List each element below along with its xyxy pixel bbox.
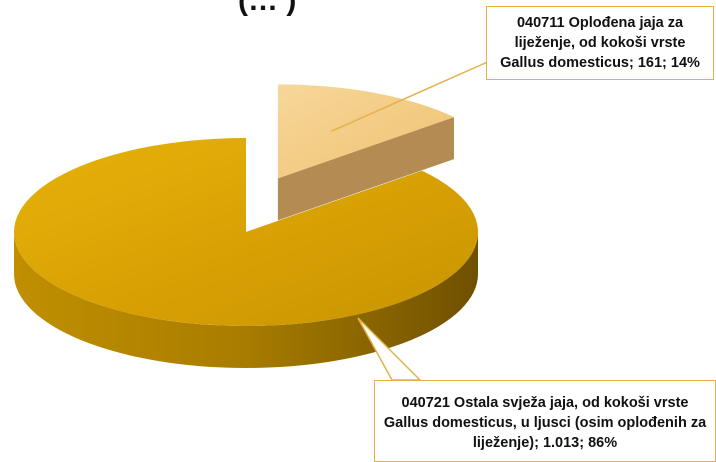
data-label-slice-040711: 040711 Oplođena jaja za liježenje, od ko…: [486, 6, 714, 80]
chart-title: (… ): [238, 0, 297, 17]
leader-line-040711: [330, 59, 493, 133]
data-label-slice-040721: 040721 Ostala svježa jaja, od kokoši vrs…: [374, 380, 716, 462]
pie-slice-040721: [13, 138, 478, 368]
pie-slice-040711: [277, 84, 454, 221]
